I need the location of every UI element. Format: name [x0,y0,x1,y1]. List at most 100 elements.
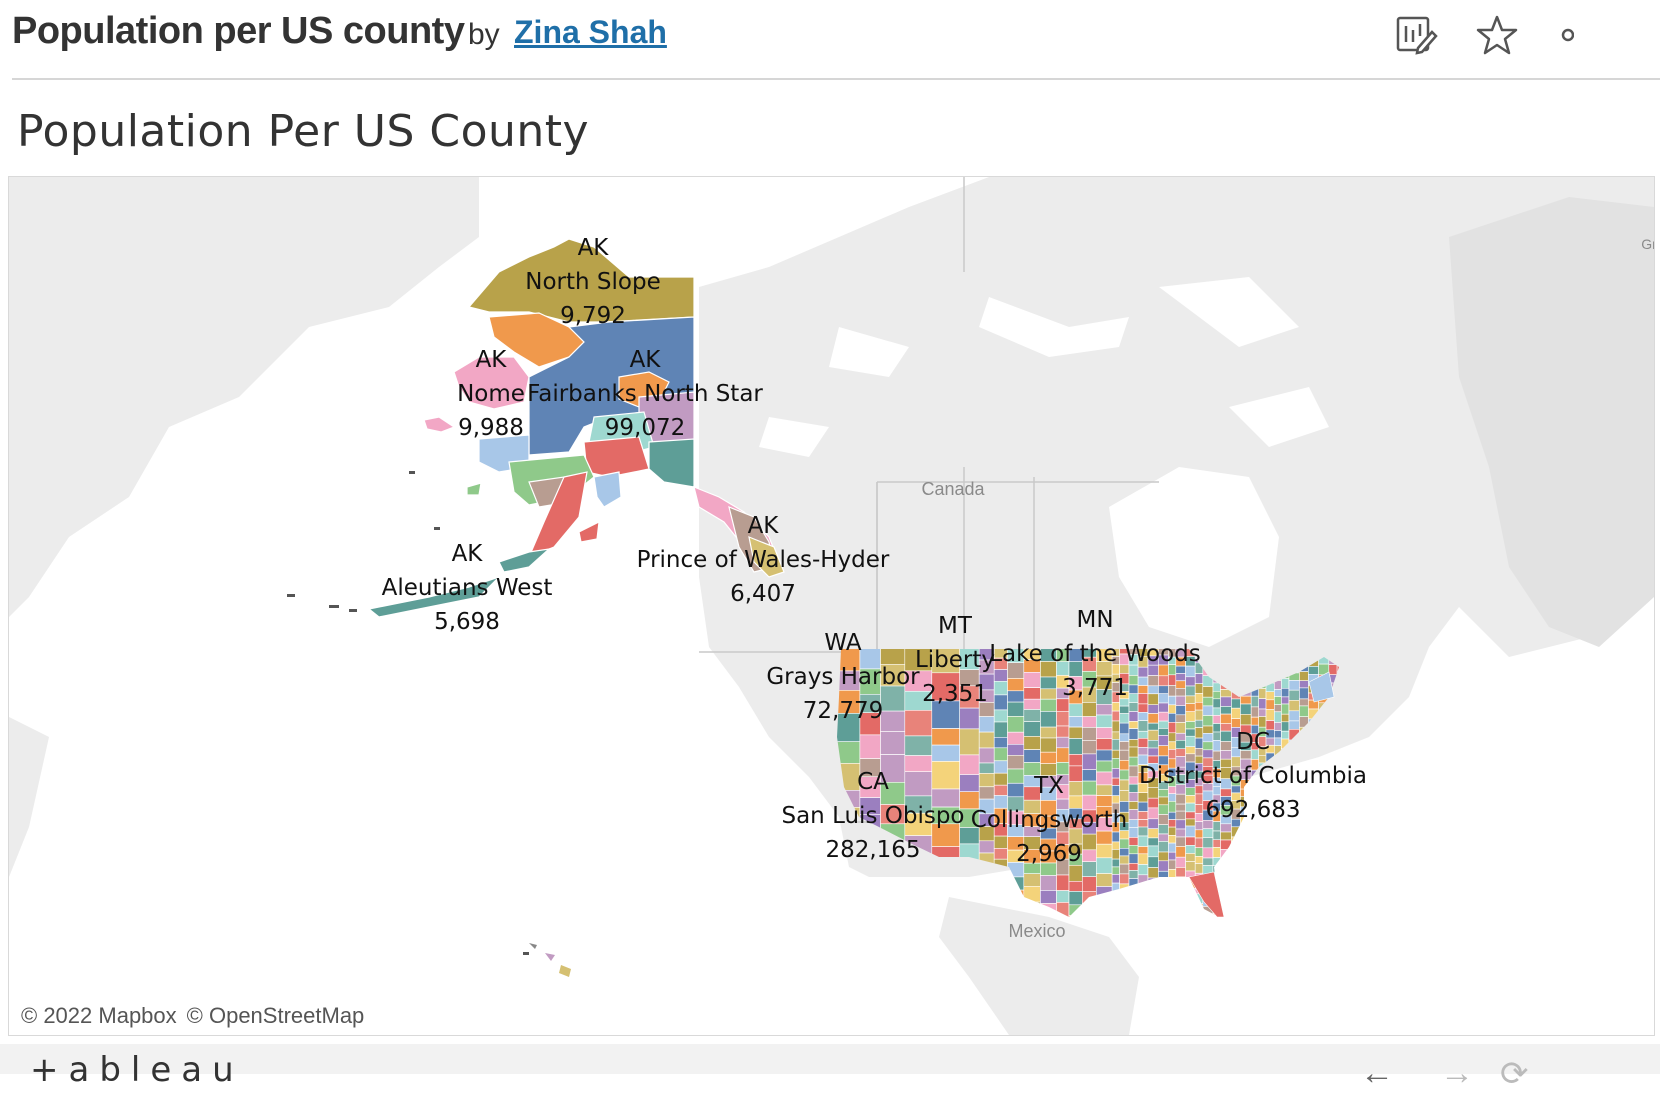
county-cell [1119,759,1130,771]
county-cell [1040,711,1057,728]
county-cell [1281,687,1290,698]
hawaii-counties[interactable] [529,943,571,977]
county-cell [1147,818,1159,829]
county-matanuska [583,436,650,478]
edit-chart-icon[interactable] [1394,12,1440,58]
county-cell [993,835,1008,849]
osm-attribution[interactable]: © OpenStreetMap [186,1003,365,1028]
favorite-star-icon[interactable] [1474,12,1520,58]
revert-icon[interactable]: ⟳ [1500,1055,1529,1093]
county-cell [1056,725,1070,738]
county-cell [1288,857,1300,870]
county-cell [1299,839,1309,851]
county-cell [837,913,861,917]
county-cell [1265,830,1275,842]
county-cell [1096,749,1113,762]
county-cell [1336,748,1339,759]
alaska-counties[interactable] [367,238,785,618]
county-cell [880,710,906,732]
county-cell [1299,884,1309,894]
county-cell [1111,785,1120,796]
mark-population-label: 3,771 [1062,675,1128,701]
county-cell [1288,824,1300,833]
county-cell [1168,842,1177,853]
county-cell [1288,915,1300,917]
county-cell [1007,716,1025,733]
county-cell [1185,695,1196,705]
county-kenai [593,471,622,508]
county-cell [1281,878,1290,888]
county-cell [1250,695,1259,708]
tableau-logo[interactable]: +ableau [30,1050,244,1090]
county-cell [978,840,995,854]
county-cell [1175,748,1186,757]
county-cell [1346,791,1357,800]
county-cell [1250,827,1259,839]
county-cell [1137,676,1149,686]
author-link[interactable]: Zina Shah [514,14,667,50]
county-cell [1274,849,1282,858]
county-cell [1220,877,1232,886]
county-cell [1220,696,1232,707]
county-cell [904,905,933,917]
county-cell [1158,833,1169,842]
county-cell [1175,884,1186,892]
county-cell [1258,754,1267,764]
more-icon[interactable] [1554,12,1574,58]
county-cell [1185,811,1196,820]
county-cell [1212,740,1221,752]
map-canvas[interactable]: Canada Mexico Gr [9,177,1654,1035]
county-cell [1128,827,1139,838]
county-cell [1308,830,1319,842]
county-cell [1119,855,1130,865]
county-cell [1281,914,1290,917]
header-divider [12,78,1660,80]
county-cell [1040,676,1057,690]
county-cell [1119,769,1130,781]
county-cell [1281,886,1290,896]
county-cell [1336,827,1339,838]
county-cell [1250,913,1259,917]
county-cell [1175,846,1186,858]
county-cell [1328,900,1338,912]
county-cell [1147,837,1159,847]
county-cell [1281,903,1290,916]
county-cell [1202,705,1214,716]
county-cell [1258,897,1267,908]
county-cell [1158,796,1169,806]
county-cell [1096,771,1113,786]
county-cell [1147,739,1159,749]
county-cell [1308,795,1319,807]
mark-state-label: TX [1033,773,1064,799]
mark-county-label: Prince of Wales-Hyder [637,547,890,573]
county-cell [1240,871,1252,881]
mapbox-attribution[interactable]: © 2022 Mapbox [21,1003,177,1028]
county-cell [1096,714,1113,728]
county-cell [1023,736,1041,750]
county-cell [1274,730,1282,739]
county-cell [1175,714,1186,723]
county-cell [1007,889,1025,903]
county-cell [1240,824,1252,835]
county-cell [1082,740,1097,755]
county-cell [1096,727,1113,739]
county-cell [1185,845,1196,854]
county-cell [1023,873,1041,887]
county-cell [1175,803,1186,812]
county-cell [1288,849,1300,859]
county-nunivak [466,482,482,496]
county-cell [1308,892,1319,902]
county-cell [1212,690,1221,700]
county-cell [1111,710,1120,722]
county-cell [1346,826,1357,835]
county-cell [1258,916,1267,917]
county-cell [1220,885,1232,893]
county-cell [1168,921,1175,931]
county-cell [1137,884,1149,894]
county-cell [959,774,980,792]
county-cell [1231,718,1241,728]
county-cell [1194,804,1204,814]
map-view[interactable]: Canada Mexico Gr [8,176,1655,1036]
county-cell [1040,903,1057,917]
county-cell [1258,854,1267,863]
